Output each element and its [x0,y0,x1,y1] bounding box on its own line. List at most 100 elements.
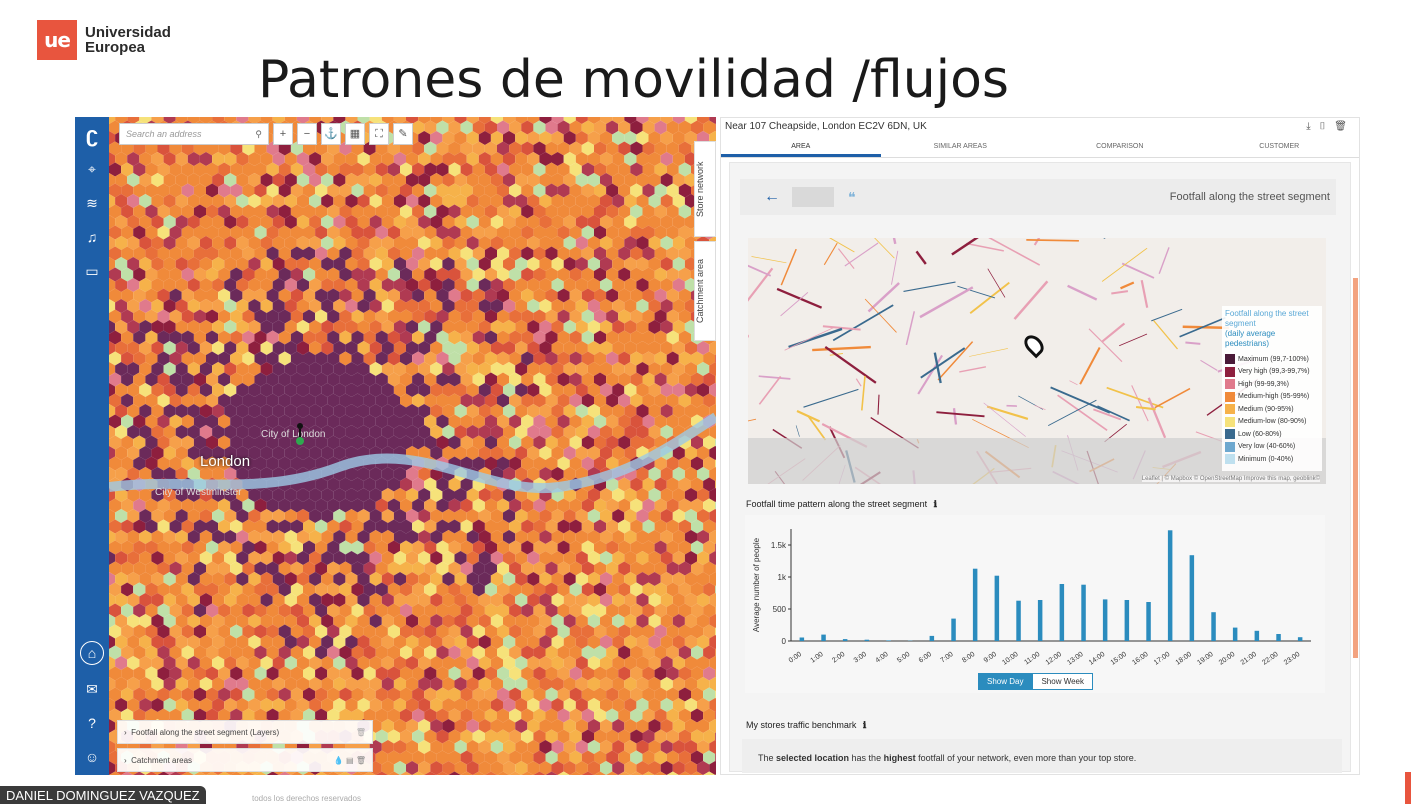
bar [1124,600,1130,641]
map-label-london: London [200,453,251,470]
show-day-button[interactable]: Show Day [978,673,1033,690]
layer-footfall-label: Footfall along the street segment (Layer… [131,728,280,737]
y-tick-label: 1.5k [771,541,787,550]
chat-icon[interactable]: ✉ [86,681,98,697]
logo-line-1: Universidad [85,24,171,41]
bar [1037,600,1043,641]
show-week-button[interactable]: Show Week [1032,673,1094,690]
fullscreen-button[interactable]: ⛶ [369,123,389,145]
x-tick-label: 15:00 [1110,651,1128,667]
sub-header-title: Footfall along the street segment [1169,191,1330,203]
pin-tool-button[interactable]: ⚓ [321,123,341,145]
legend-item: Very low (40-60%) [1225,441,1319,454]
info-icon[interactable]: ℹ [862,720,867,730]
chevron-right-icon: › [124,756,132,765]
legend-item: Medium (90-95%) [1225,403,1319,416]
university-logo: ue Universidad Europea [37,20,171,60]
benchmark-title: My stores traffic benchmark ℹ [746,720,866,731]
x-tick-label: 13:00 [1066,651,1084,667]
chart-section-title: Footfall time pattern along the street s… [746,499,937,510]
logo-mark: ue [37,20,77,60]
panel-header-icons: ⤓▯🗑 [1306,121,1355,137]
back-arrow-icon[interactable]: ← [764,188,780,205]
layer-footfall[interactable]: › Footfall along the street segment (Lay… [117,720,373,744]
tab-customer[interactable]: CUSTOMER [1259,143,1300,150]
bar [1297,637,1303,641]
location-marker-icon[interactable] [296,423,304,445]
app-sidebar: ʗ ⌖ ≋ ♫ ▭ ⌂ ✉ ? ☺ [75,117,109,775]
logo-text: Universidad Europea [85,25,171,55]
legend-label: Minimum (0-40%) [1238,455,1294,463]
x-tick-label: 8:00 [961,651,976,665]
bar [929,635,935,641]
bar [799,637,805,641]
footfall-chart: 0 500 1k 1.5k Average number of people 0:00 1:… [745,515,1325,693]
search-icon[interactable]: ⚲ [255,129,262,139]
x-tick-label: 23:00 [1283,651,1301,667]
chart-section-title-text: Footfall time pattern along the street s… [746,499,928,509]
legend-item: Very high (99,3-99,7%) [1225,366,1319,379]
scrollbar[interactable] [1353,278,1358,658]
address-search-input[interactable]: Search an address ⚲ [119,123,269,145]
tab-similar-areas[interactable]: SIMILAR AREAS [933,143,987,150]
legend-label: Medium-high (95-99%) [1238,393,1310,401]
layer-tools[interactable]: 💧 ▤ 🗑 [333,756,366,765]
bar [1146,602,1151,641]
benchmark-title-text: My stores traffic benchmark [746,720,857,730]
zoom-in-button[interactable]: + [273,123,293,145]
bar [1276,634,1281,641]
x-tick-label: 12:00 [1045,651,1063,667]
x-tick-label: 4:00 [874,651,889,665]
benchmark-part-2: selected location [776,753,850,763]
x-tick-label: 6:00 [918,651,933,665]
x-tick-label: 18:00 [1175,651,1193,667]
folder-icon[interactable]: ▭ [85,263,99,279]
tab-area[interactable]: AREA [721,140,881,157]
layer-catchment[interactable]: › Catchment areas 💧 ▤ 🗑 [117,748,373,772]
legend-swatch [1225,354,1235,365]
street-segment-map[interactable]: Footfall along the street segment (daily … [748,238,1326,484]
app-logo-icon[interactable]: ʗ [85,122,99,147]
tab-catchment-area[interactable]: Catchment area [694,241,716,341]
map-label-city: City of London [261,429,326,440]
corner-accent [1405,772,1411,804]
location-pin-icon[interactable]: ⌖ [88,161,96,177]
trash-icon[interactable]: 🗑 [1334,121,1355,132]
trash-icon[interactable]: 🗑 [355,728,366,737]
x-tick-label: 20:00 [1218,651,1236,667]
layers-icon[interactable]: ≋ [86,195,98,211]
user-icon[interactable]: ☺ [84,749,100,765]
bank-icon[interactable]: ⌂ [80,641,104,665]
download-icon[interactable]: ⤓ [1306,121,1319,132]
map-application: ʗ ⌖ ≋ ♫ ▭ ⌂ ✉ ? ☺ Search an address ⚲ + … [75,117,716,775]
zoom-out-button[interactable]: − [297,123,317,145]
info-icon[interactable]: ℹ [933,499,938,509]
y-tick-label: 500 [773,605,787,614]
legend-label: Maximum (99,7-100%) [1238,355,1309,363]
bar [821,634,826,641]
legend-title: Footfall along the street segment (daily … [1225,309,1319,349]
y-tick-label: 0 [782,637,787,646]
bell-icon[interactable]: ♫ [86,229,98,245]
benchmark-text: The selected location has the highest fo… [742,739,1342,773]
bar-chart: 0 500 1k 1.5k Average number of people 0:00 1:… [752,529,1311,667]
bar [864,639,870,641]
legend-label: Medium-low (80-90%) [1238,418,1307,426]
map-label-westminster: City of Westminster [155,487,242,498]
hexagon-footfall-map[interactable] [109,117,716,775]
legend-swatch [1225,391,1235,402]
pdf-icon[interactable]: ▯ [1318,121,1335,132]
help-icon[interactable]: ? [88,715,96,731]
basemap-button[interactable]: ▦ [345,123,365,145]
tab-store-network[interactable]: Store network [694,141,716,237]
view-toggle-button[interactable] [792,187,834,207]
tab-comparison[interactable]: COMPARISON [1096,143,1144,150]
legend-swatch [1225,441,1235,452]
benchmark-part-3: has the [849,753,884,763]
hexagon-cells [109,117,716,775]
legend-swatch [1225,416,1235,427]
quote-icon[interactable]: ❝ [848,188,856,205]
eraser-button[interactable]: ✎ [393,123,413,145]
legend-swatch [1225,404,1235,415]
bar [1211,612,1216,641]
